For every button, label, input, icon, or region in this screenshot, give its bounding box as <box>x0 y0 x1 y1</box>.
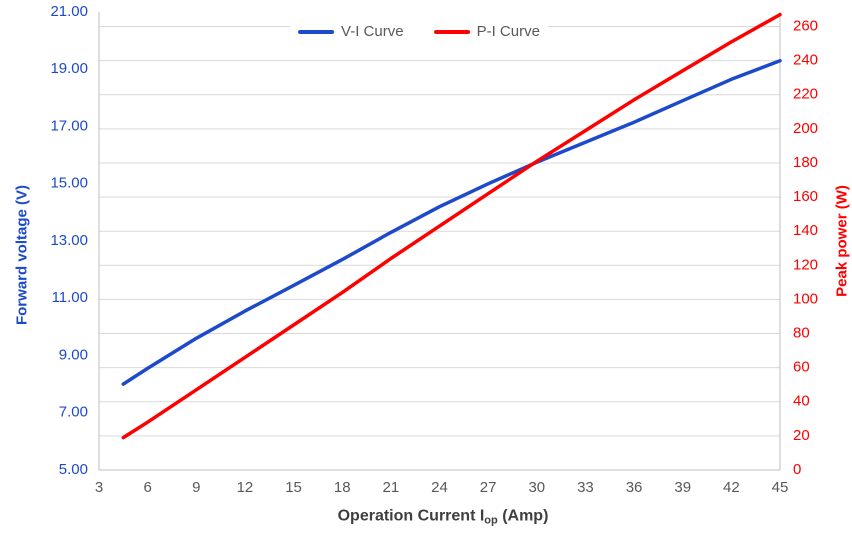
legend-item-pi-curve[interactable]: P-I Curve <box>433 23 540 40</box>
y-right-tick-label: 120 <box>793 256 818 273</box>
left-axis-title: Forward voltage (V) <box>13 184 31 326</box>
y-right-tick-label: 20 <box>793 427 810 444</box>
x-tick-label: 9 <box>192 479 200 496</box>
y-left-tick-label: 19.00 <box>50 60 88 77</box>
y-right-tick-label: 260 <box>793 17 818 34</box>
legend-label-pi-curve: P-I Curve <box>476 23 540 40</box>
right-axis-title: Peak power (W) <box>833 185 851 297</box>
x-axis-title-post: (Amp) <box>497 507 549 525</box>
y-left-tick-label: 15.00 <box>50 175 88 192</box>
x-tick-label: 33 <box>577 479 594 496</box>
vi-curve-line-swatch <box>298 29 335 34</box>
x-axis-title: Operation Current Iop (Amp) <box>338 508 549 527</box>
y-right-tick-label: 60 <box>793 359 810 376</box>
x-tick-label: 3 <box>95 479 103 496</box>
y-left-tick-label: 17.00 <box>50 117 88 134</box>
legend-label-vi-curve: V-I Curve <box>341 23 404 40</box>
y-right-tick-label: 0 <box>793 461 801 478</box>
x-tick-label: 24 <box>431 479 448 496</box>
y-left-tick-label: 9.00 <box>59 346 88 363</box>
x-axis-title-sub: op <box>484 514 498 527</box>
x-axis-title-pre: Operation Current I <box>337 507 485 525</box>
y-right-tick-label: 160 <box>793 188 818 205</box>
x-tick-label: 12 <box>237 479 254 496</box>
y-left-tick-label: 13.00 <box>50 232 88 249</box>
x-tick-label: 15 <box>285 479 302 496</box>
y-right-tick-label: 80 <box>793 325 810 342</box>
x-tick-label: 45 <box>772 479 789 496</box>
y-left-tick-label: 7.00 <box>59 404 88 421</box>
y-left-tick-label: 11.00 <box>52 289 88 306</box>
y-right-tick-label: 100 <box>793 290 818 307</box>
y-right-tick-label: 140 <box>793 222 818 239</box>
pi-curve-line-swatch <box>433 29 470 34</box>
x-tick-label: 36 <box>626 479 643 496</box>
y-right-tick-label: 40 <box>793 393 810 410</box>
legend: V-I Curve P-I Curve <box>290 21 548 42</box>
x-tick-label: 6 <box>143 479 151 496</box>
x-tick-label: 27 <box>480 479 497 496</box>
x-tick-label: 42 <box>723 479 740 496</box>
x-tick-label: 30 <box>528 479 545 496</box>
x-tick-label: 18 <box>334 479 351 496</box>
pi-curve-line[interactable] <box>121 12 782 440</box>
x-tick-label: 39 <box>674 479 691 496</box>
y-left-tick-label: 5.00 <box>59 461 88 478</box>
y-left-tick-label: 21.00 <box>50 3 88 20</box>
y-right-tick-label: 220 <box>793 86 818 103</box>
x-tick-label: 21 <box>383 479 400 496</box>
y-right-tick-label: 240 <box>793 52 818 69</box>
legend-item-vi-curve[interactable]: V-I Curve <box>298 23 404 40</box>
y-right-tick-label: 200 <box>793 120 818 137</box>
y-right-tick-label: 180 <box>793 154 818 171</box>
vi-curve-line[interactable] <box>121 58 782 386</box>
